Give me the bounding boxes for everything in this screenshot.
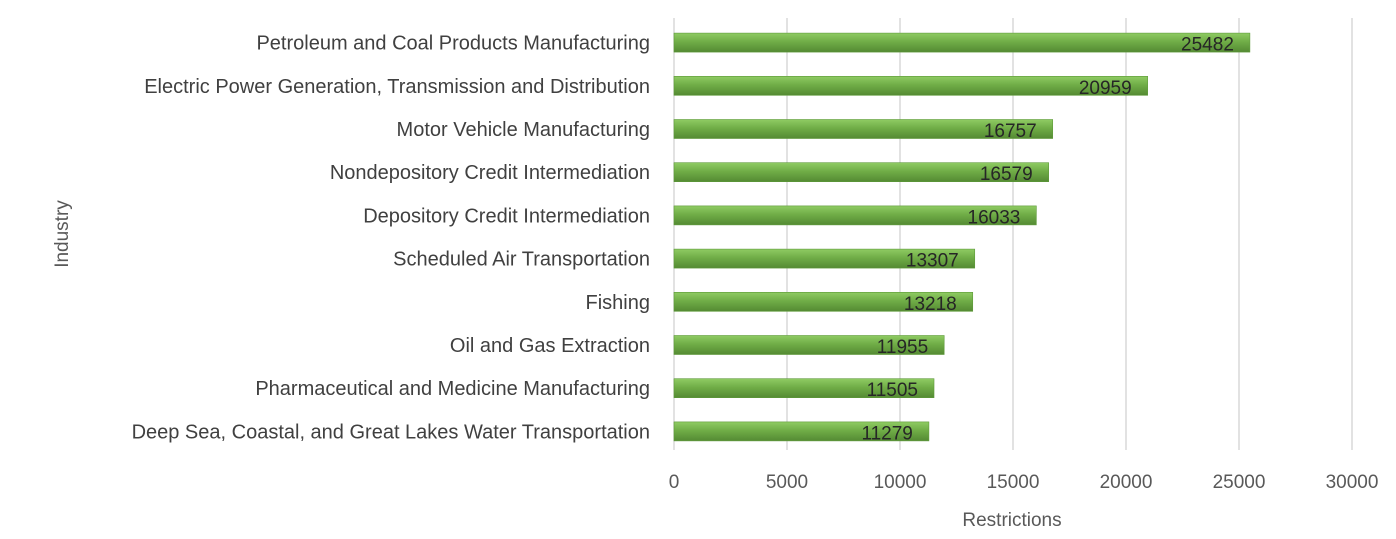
category-label-4: Nondepository Credit Intermediation: [330, 162, 650, 184]
bar-5: [673, 205, 1037, 226]
x-tick-label-5000: 5000: [766, 472, 808, 493]
data-label-9: 11505: [867, 380, 918, 401]
data-label-10: 11279: [861, 423, 912, 444]
category-label-10: Deep Sea, Coastal, and Great Lakes Water…: [132, 421, 650, 443]
x-tick-label-15000: 15000: [987, 472, 1040, 493]
bar-6: [673, 248, 976, 269]
category-label-7: Fishing: [586, 292, 650, 314]
bar-10: [673, 421, 930, 442]
category-label-1: Petroleum and Coal Products Manufacturin…: [256, 33, 650, 55]
data-label-7: 13218: [904, 294, 957, 315]
category-labels: Petroleum and Coal Products Manufacturin…: [132, 33, 650, 444]
x-axis-title: Restrictions: [962, 510, 1061, 531]
category-label-9: Pharmaceutical and Medicine Manufacturin…: [255, 378, 650, 400]
category-label-6: Scheduled Air Transportation: [393, 249, 650, 271]
y-axis-title: Industry: [52, 200, 73, 268]
data-labels: 25482 20959 16757 16579 16033 13307 13218 11955…: [861, 35, 1233, 445]
category-label-3: Motor Vehicle Manufacturing: [397, 119, 650, 141]
data-label-8: 11955: [877, 337, 928, 358]
x-tick-label-25000: 25000: [1213, 472, 1266, 493]
bar-2: [673, 76, 1148, 96]
x-tick-label-20000: 20000: [1100, 472, 1153, 493]
data-label-3: 16757: [984, 121, 1037, 142]
data-label-5: 16033: [968, 207, 1021, 228]
data-label-1: 25482: [1181, 35, 1234, 56]
category-label-8: Oil and Gas Extraction: [450, 335, 650, 357]
bar-7: [673, 291, 974, 312]
bars: [673, 32, 1251, 442]
bar-1: [673, 32, 1251, 53]
x-tick-label-10000: 10000: [874, 472, 927, 493]
bar-4: [673, 162, 1049, 182]
category-label-5: Depository Credit Intermediation: [363, 205, 650, 227]
data-label-4: 16579: [980, 164, 1033, 185]
bar-9: [673, 378, 935, 399]
data-label-2: 20959: [1079, 78, 1132, 99]
bar-3: [673, 119, 1054, 139]
data-label-6: 13307: [906, 251, 959, 272]
x-tick-label-30000: 30000: [1326, 472, 1379, 493]
x-tick-label-0: 0: [669, 472, 680, 493]
category-label-2: Electric Power Generation, Transmission …: [144, 76, 650, 98]
x-tick-labels: 0 5000 10000 15000 20000 25000 30000: [669, 472, 1379, 493]
bar-8: [673, 335, 945, 355]
